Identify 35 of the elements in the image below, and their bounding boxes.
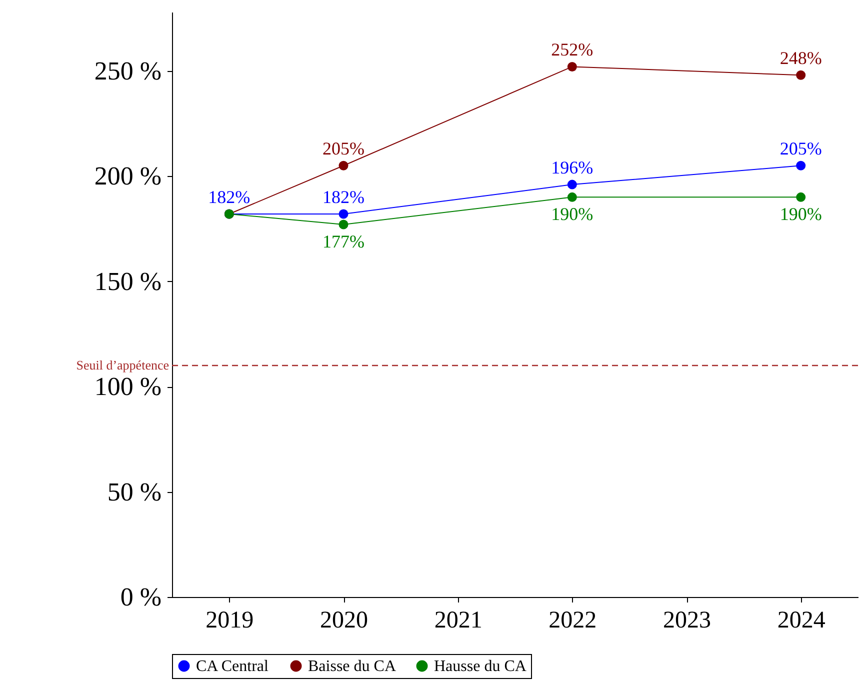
y-tick-label: 150 %: [94, 266, 162, 296]
point: [567, 62, 577, 72]
y-tick-label: 200 %: [94, 162, 162, 191]
point: [338, 160, 348, 170]
point: [796, 70, 806, 80]
data-label: 177%: [322, 232, 364, 252]
data-label: 252%: [551, 40, 594, 60]
legend-label: Hausse du CA: [434, 658, 527, 675]
point: [796, 192, 806, 202]
point: [338, 209, 348, 219]
data-label: 182%: [322, 187, 364, 208]
data-label: 190%: [780, 204, 822, 224]
y-tick-label: 0 %: [120, 582, 162, 612]
point: [567, 192, 577, 202]
data-label: 182%: [208, 187, 250, 208]
x-tick-label: 2019: [206, 608, 254, 634]
point: [567, 180, 577, 190]
data-label: 248%: [780, 48, 822, 68]
ref-line-label: Seuil d’appétence: [76, 358, 170, 373]
x-tick-label: 2023: [663, 608, 711, 634]
x-tick-label: 2024: [777, 608, 826, 634]
data-label: 205%: [780, 138, 822, 159]
data-label: 205%: [322, 138, 364, 159]
y-tick-label: 250 %: [94, 56, 162, 86]
y-tick-label: 50 %: [107, 477, 162, 506]
x-tick-label: 2022: [548, 608, 597, 634]
x-tick-label: 2020: [320, 608, 368, 634]
legend-label: CA Central: [196, 658, 269, 675]
point: [338, 220, 348, 230]
data-label: 196%: [551, 158, 594, 178]
x-tick-label: 2021: [434, 608, 482, 634]
legend-label: Baisse du CA: [308, 658, 396, 675]
y-tick-label: 100 %: [94, 372, 162, 402]
point: [796, 160, 806, 170]
data-label: 190%: [551, 204, 594, 224]
